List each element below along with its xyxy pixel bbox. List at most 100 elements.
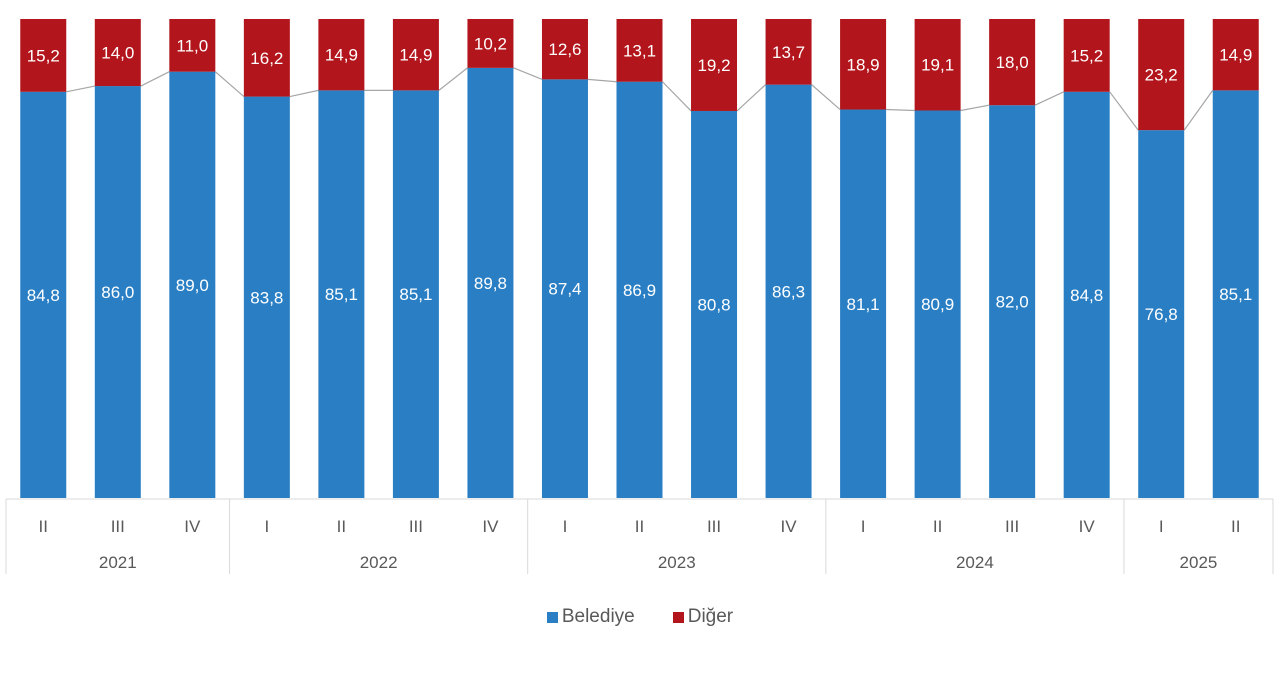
x-tick-label: II xyxy=(635,517,644,536)
x-tick-label: IV xyxy=(781,517,798,536)
x-tick-label: IV xyxy=(482,517,499,536)
bar-diger xyxy=(318,19,365,91)
x-group-label: 2024 xyxy=(956,553,994,572)
data-label-belediye: 85,1 xyxy=(399,285,432,304)
data-label-diger: 12,6 xyxy=(548,40,581,59)
bar-belediye xyxy=(616,81,663,499)
legend-item-belediye[interactable]: Belediye xyxy=(546,606,635,628)
series-line xyxy=(811,84,841,110)
x-tick-label: I xyxy=(1159,517,1164,536)
series-line xyxy=(438,67,468,91)
bar-diger xyxy=(541,19,588,80)
bars: 84,8 15,2 86,0 14,0 89,0 11,0 83,8 16,2 85,1 14,9… xyxy=(20,19,1259,499)
legend-swatch-belediye xyxy=(546,611,558,623)
bar-diger xyxy=(691,19,738,111)
series-line xyxy=(587,78,617,83)
bar-diger xyxy=(914,19,961,111)
series-line xyxy=(513,67,543,80)
bar-diger xyxy=(1212,19,1259,91)
bar-belediye xyxy=(20,91,67,499)
data-label-belediye: 86,3 xyxy=(772,282,805,301)
series-line xyxy=(140,71,170,87)
data-label-diger: 13,1 xyxy=(623,41,656,60)
data-label-diger: 14,0 xyxy=(101,44,134,63)
data-label-belediye: 83,8 xyxy=(250,288,283,307)
bar-diger xyxy=(765,19,812,85)
legend: Belediye Diğer xyxy=(0,606,1280,628)
x-tick-label: II xyxy=(39,517,48,536)
data-label-belediye: 80,9 xyxy=(921,295,954,314)
bar-diger xyxy=(169,19,216,72)
data-label-diger: 10,2 xyxy=(474,34,507,53)
bar-belediye xyxy=(243,96,290,499)
series-line xyxy=(886,108,915,112)
data-label-belediye: 85,1 xyxy=(1219,285,1252,304)
bar-belediye xyxy=(989,105,1036,498)
bar-belediye xyxy=(467,67,514,498)
x-group-label: 2023 xyxy=(658,553,696,572)
bar-diger xyxy=(392,19,439,91)
data-label-belediye: 89,0 xyxy=(176,276,209,295)
data-label-diger: 15,2 xyxy=(1070,46,1103,65)
series-lines xyxy=(66,67,1214,131)
x-tick-label: III xyxy=(707,517,721,536)
data-label-belediye: 85,1 xyxy=(325,285,358,304)
bar-diger xyxy=(467,19,514,68)
x-group-label: 2025 xyxy=(1180,553,1218,572)
series-line xyxy=(662,81,692,112)
x-tick-label: II xyxy=(933,517,942,536)
data-label-diger: 13,7 xyxy=(772,43,805,62)
bar-diger xyxy=(840,19,887,110)
bar-belediye xyxy=(318,90,365,498)
bar-diger xyxy=(1138,19,1185,131)
bar-diger xyxy=(989,19,1036,106)
bar-belediye xyxy=(169,71,216,498)
x-tick-label: III xyxy=(409,517,423,536)
series-line xyxy=(1109,91,1139,131)
data-label-belediye: 76,8 xyxy=(1145,305,1178,324)
data-label-belediye: 81,1 xyxy=(847,295,880,314)
bar-diger xyxy=(1063,19,1110,92)
data-label-diger: 19,2 xyxy=(697,56,730,75)
legend-item-diger[interactable]: Diğer xyxy=(672,606,734,628)
data-label-belediye: 84,8 xyxy=(27,286,60,305)
data-label-diger: 14,9 xyxy=(1219,46,1252,65)
data-label-belediye: 84,8 xyxy=(1070,286,1103,305)
x-tick-label: I xyxy=(264,517,269,536)
x-group-label: 2021 xyxy=(99,553,137,572)
bar-belediye xyxy=(392,90,439,498)
bar-belediye xyxy=(840,109,887,498)
legend-label-belediye: Belediye xyxy=(561,606,635,627)
series-line xyxy=(736,84,766,112)
x-tick-label: II xyxy=(1231,517,1240,536)
bar-belediye xyxy=(691,110,738,498)
bar-belediye xyxy=(1212,90,1259,498)
series-line xyxy=(289,89,319,98)
data-label-diger: 14,9 xyxy=(399,46,432,65)
x-tick-label: III xyxy=(111,517,125,536)
x-tick-label: III xyxy=(1005,517,1019,536)
x-tick-label: I xyxy=(563,517,568,536)
data-label-diger: 18,9 xyxy=(847,55,880,74)
bar-diger xyxy=(94,19,141,87)
data-label-belediye: 86,9 xyxy=(623,281,656,300)
data-label-diger: 18,0 xyxy=(996,53,1029,72)
x-tick-label: IV xyxy=(1079,517,1096,536)
data-label-diger: 11,0 xyxy=(176,36,208,55)
legend-swatch-diger xyxy=(672,611,684,623)
data-label-diger: 19,1 xyxy=(921,56,954,75)
bar-belediye xyxy=(1063,91,1110,499)
bar-diger xyxy=(243,19,290,97)
legend-label-diger: Diğer xyxy=(687,606,734,627)
bar-belediye xyxy=(765,84,812,499)
data-label-diger: 14,9 xyxy=(325,46,358,65)
data-label-belediye: 80,8 xyxy=(697,295,730,314)
x-tick-label: II xyxy=(337,517,346,536)
x-group-label: 2022 xyxy=(360,553,398,572)
data-label-diger: 16,2 xyxy=(250,49,283,68)
series-line xyxy=(1183,90,1214,131)
data-label-belediye: 87,4 xyxy=(548,280,581,299)
data-label-diger: 23,2 xyxy=(1145,66,1178,85)
